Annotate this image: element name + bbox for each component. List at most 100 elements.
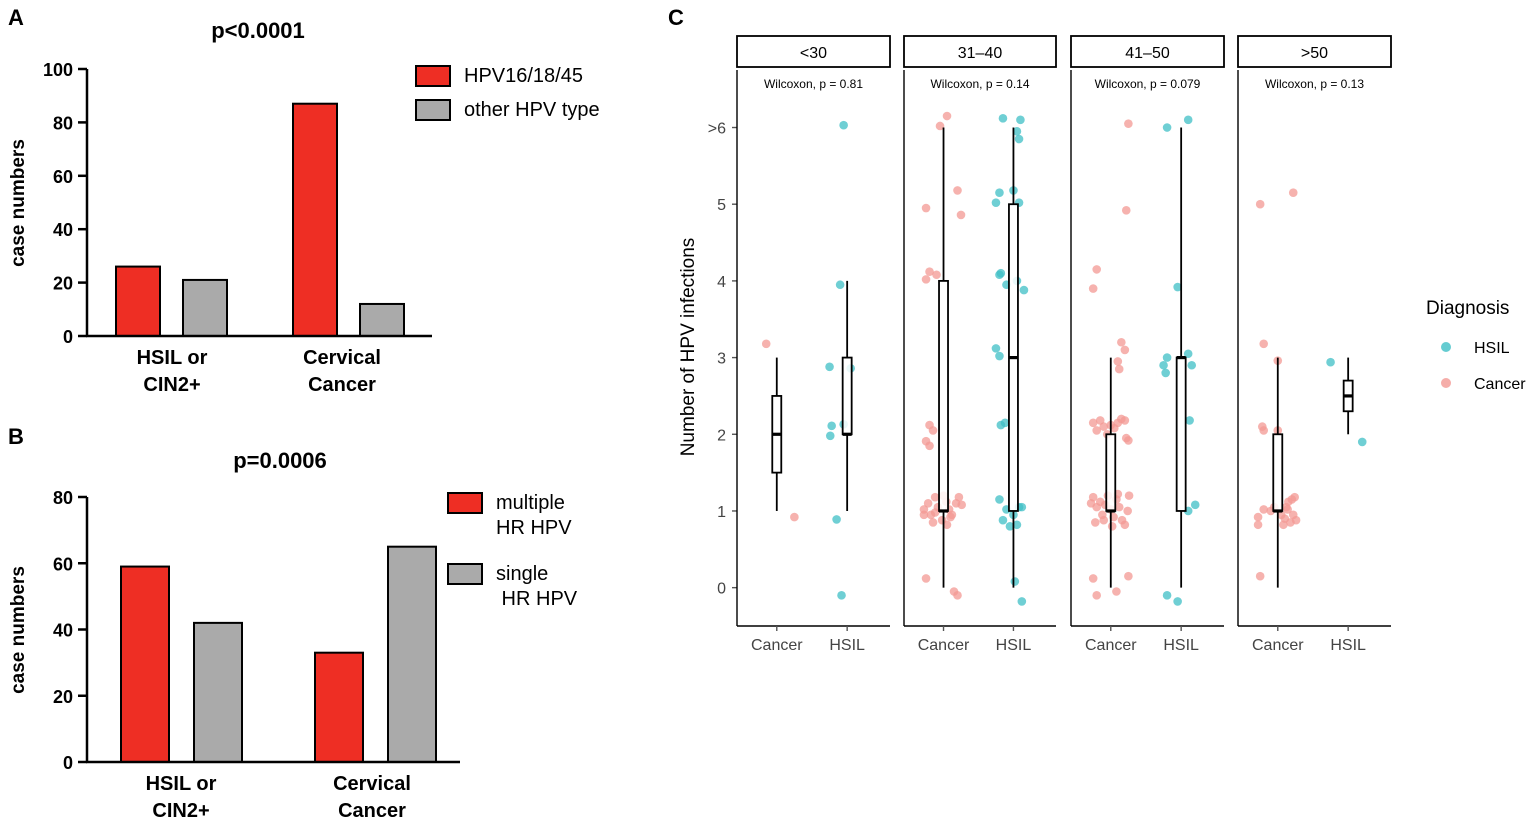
data-point-cancer xyxy=(942,520,952,530)
data-point-hsil xyxy=(1000,418,1010,428)
data-point-cancer xyxy=(1259,426,1269,435)
data-point-cancer xyxy=(1088,574,1098,583)
x-tick-label: Cancer xyxy=(918,637,970,654)
data-point-cancer xyxy=(953,591,962,600)
y-tick-label: 0 xyxy=(717,581,726,598)
legend-label: single HR HPV xyxy=(496,563,578,610)
data-point-hsil xyxy=(1017,597,1027,606)
data-point-cancer xyxy=(1124,491,1134,500)
panel-b-letter: B xyxy=(8,424,24,449)
data-point-hsil xyxy=(839,120,848,130)
x-tick-label: HSIL xyxy=(1163,637,1199,654)
wilcoxon-stat: Wilcoxon, p = 0.14 xyxy=(930,77,1029,91)
category-label: Cervical Cancer xyxy=(303,347,381,396)
x-tick-label: Cancer xyxy=(751,637,803,654)
data-point-cancer xyxy=(761,339,771,349)
panel-a-y-axis-label: case numbers xyxy=(8,139,29,267)
wilcoxon-stat: Wilcoxon, p = 0.13 xyxy=(1265,77,1364,91)
data-point-cancer xyxy=(925,441,934,451)
legend-label: other HPV type xyxy=(464,99,600,121)
box-cancer xyxy=(1272,433,1284,512)
data-point-hsil xyxy=(1159,360,1168,370)
data-point-cancer xyxy=(1255,199,1265,209)
bar-single-hr-hpv-0 xyxy=(193,621,243,763)
data-point-cancer xyxy=(1113,357,1123,366)
panel-c-y-axis-label: Number of HPV infections xyxy=(678,238,699,457)
facet-3: >50 Wilcoxon, p = 0.13 Cancer HSIL xyxy=(1237,35,1392,654)
data-point-hsil xyxy=(995,188,1004,198)
facet-1: 31–40 Wilcoxon, p = 0.14 Cancer HSIL xyxy=(903,35,1057,654)
data-point-cancer xyxy=(1253,520,1263,530)
data-point-cancer xyxy=(1124,571,1133,581)
y-tick-label: 80 xyxy=(53,488,73,508)
legend-title: Diagnosis xyxy=(1426,298,1509,319)
data-point-cancer xyxy=(942,111,952,121)
facet-strip xyxy=(736,35,891,68)
category-label: HSIL or CIN2+ xyxy=(146,773,217,821)
data-point-cancer xyxy=(935,121,945,131)
legend-swatch xyxy=(415,99,451,121)
bar-other-hpv-type-0 xyxy=(182,278,228,337)
data-point-hsil xyxy=(825,362,834,372)
box-hsil xyxy=(1175,356,1187,512)
data-point-cancer xyxy=(932,270,941,280)
facet-label: >50 xyxy=(1301,45,1328,62)
data-point-hsil xyxy=(1190,500,1200,510)
data-point-hsil xyxy=(1162,353,1172,362)
data-point-hsil xyxy=(1357,437,1367,447)
box-hsil xyxy=(841,356,853,436)
panel-a: A p<0.0001 case numbers 0 20 40 60 80 100 HSI… xyxy=(8,5,600,396)
x-tick-label: HSIL xyxy=(829,637,865,654)
data-point-cancer xyxy=(1107,522,1117,531)
data-point-hsil xyxy=(825,431,835,441)
wilcoxon-stat: Wilcoxon, p = 0.81 xyxy=(764,77,863,91)
data-point-cancer xyxy=(1092,591,1102,600)
y-tick-label: 40 xyxy=(53,220,73,240)
panel-b-title: p=0.0006 xyxy=(233,448,327,473)
legend-label: HSIL xyxy=(1474,340,1510,357)
x-tick-label: Cancer xyxy=(1085,637,1137,654)
legend-swatch xyxy=(415,65,451,87)
data-point-cancer xyxy=(925,267,934,276)
bar-single-hr-hpv-1 xyxy=(387,545,437,763)
data-point-cancer xyxy=(1253,512,1263,522)
data-point-cancer xyxy=(930,508,940,517)
data-point-cancer xyxy=(1123,506,1132,516)
y-tick-label: 60 xyxy=(53,554,73,574)
data-point-cancer xyxy=(957,500,966,510)
data-point-hsil xyxy=(995,351,1004,361)
data-point-cancer xyxy=(1120,345,1130,355)
data-point-hsil xyxy=(827,421,836,431)
data-point-cancer xyxy=(1092,265,1102,274)
box-cancer xyxy=(938,279,949,512)
bar-other-hpv-type-1 xyxy=(359,302,405,337)
data-point-hsil xyxy=(1019,285,1029,295)
panel-c: C Number of HPV infections 0 1 2 3 4 5 >6 <30 W… xyxy=(668,5,1526,654)
wilcoxon-stat: Wilcoxon, p = 0.079 xyxy=(1095,77,1201,91)
panel-b: B p=0.0006 case numbers 0 20 40 60 80 HSIL o… xyxy=(8,424,578,821)
legend-label: HPV16/18/45 xyxy=(464,65,583,87)
data-point-cancer xyxy=(1088,492,1098,502)
y-tick-label: >6 xyxy=(708,121,726,138)
data-point-cancer xyxy=(1099,515,1109,525)
y-tick-label: 0 xyxy=(63,753,73,773)
box-cancer xyxy=(1105,433,1117,512)
y-tick-label: 60 xyxy=(53,167,73,187)
legend-label: Cancer xyxy=(1474,376,1526,393)
data-point-cancer xyxy=(1120,520,1130,530)
data-point-hsil xyxy=(991,344,1001,353)
y-tick-label: 3 xyxy=(717,351,726,368)
y-tick-label: 20 xyxy=(53,274,73,294)
data-point-hsil xyxy=(832,515,841,524)
data-point-hsil xyxy=(1326,357,1335,367)
facet-label: <30 xyxy=(800,45,827,62)
data-point-cancer xyxy=(1112,587,1121,596)
data-point-cancer xyxy=(1259,339,1269,349)
data-point-cancer xyxy=(1088,284,1098,293)
data-point-cancer xyxy=(928,426,938,435)
data-point-hsil xyxy=(998,515,1008,525)
data-point-hsil xyxy=(1187,360,1197,370)
data-point-hsil xyxy=(1183,115,1193,125)
category-label: HSIL or CIN2+ xyxy=(137,347,208,396)
bar-hpv16-18-45-1 xyxy=(292,102,338,337)
